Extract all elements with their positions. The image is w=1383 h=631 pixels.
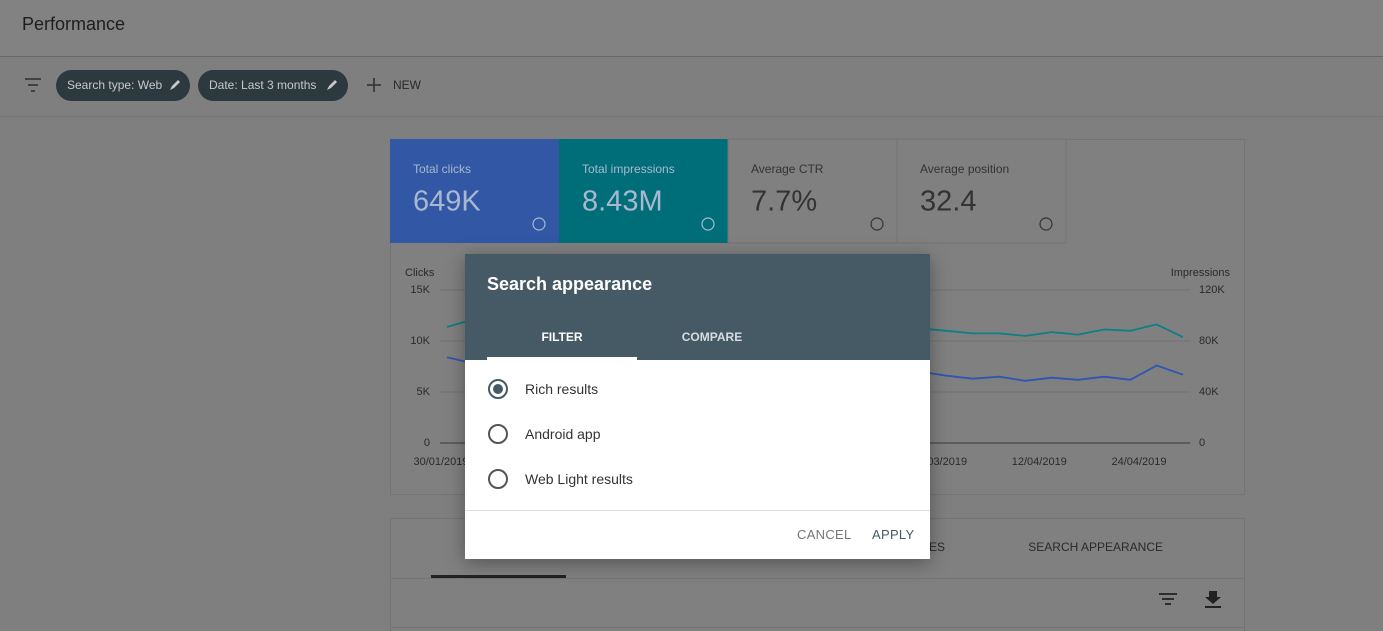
option-label: Android app bbox=[525, 426, 601, 442]
tab-indicator bbox=[431, 575, 566, 578]
y2-tick-label: 80K bbox=[1199, 335, 1219, 347]
help-icon[interactable] bbox=[1039, 217, 1053, 231]
download-icon[interactable] bbox=[1205, 591, 1221, 608]
x-tick-label: 30/01/2019 bbox=[413, 456, 468, 468]
y2-tick-label: 40K bbox=[1199, 386, 1219, 398]
dialog: Search appearance FILTER COMPARE Rich re… bbox=[465, 254, 930, 559]
chip[interactable] bbox=[198, 70, 348, 101]
metric-value: 32.4 bbox=[920, 186, 976, 218]
metric-tile[interactable] bbox=[390, 139, 559, 243]
y-axis-label: Clicks bbox=[405, 267, 435, 279]
metric-tile[interactable] bbox=[559, 139, 728, 243]
metric-label: Total clicks bbox=[413, 162, 471, 176]
metric-value: 649K bbox=[413, 186, 481, 218]
help-icon[interactable] bbox=[701, 217, 715, 231]
help-icon[interactable] bbox=[870, 217, 884, 231]
metric-label: Total impressions bbox=[582, 162, 675, 176]
cancel-button[interactable]: CANCEL bbox=[797, 527, 852, 542]
metric-label: Average position bbox=[920, 162, 1009, 176]
dialog-header: Search appearance FILTER COMPARE bbox=[465, 254, 930, 360]
radio-button[interactable] bbox=[487, 423, 509, 445]
y-tick-label: 10K bbox=[410, 335, 430, 347]
table-tab[interactable]: SEARCH APPEARANCE bbox=[1028, 540, 1163, 554]
y2-tick-label: 0 bbox=[1199, 437, 1205, 449]
radio-button[interactable] bbox=[487, 468, 509, 490]
y2-tick-label: 120K bbox=[1199, 284, 1225, 296]
radio-option[interactable]: Web Light results bbox=[487, 467, 633, 491]
x-tick-label: 24/04/2019 bbox=[1111, 456, 1166, 468]
chip-label: Search type: Web bbox=[67, 78, 162, 92]
apply-button[interactable]: APPLY bbox=[872, 527, 915, 542]
new-filter[interactable]: NEW bbox=[393, 78, 422, 92]
radio-option[interactable]: Rich results bbox=[487, 377, 598, 401]
edit-icon[interactable] bbox=[327, 80, 337, 90]
x-tick-label: 12/04/2019 bbox=[1012, 456, 1067, 468]
metric-tile[interactable] bbox=[896, 138, 1067, 244]
dialog-divider bbox=[465, 510, 930, 511]
metric-value: 7.7% bbox=[751, 186, 817, 218]
add-icon[interactable] bbox=[367, 78, 381, 92]
y2-axis-label: Impressions bbox=[1171, 267, 1231, 279]
metric-label: Average CTR bbox=[751, 162, 824, 176]
metric-tiles: Total clicks 649K Total impressions 8.43M Av… bbox=[390, 138, 1067, 244]
chip-label: Date: Last 3 months bbox=[209, 78, 316, 92]
filter-icon[interactable] bbox=[25, 78, 41, 92]
option-label: Rich results bbox=[525, 381, 599, 397]
dialog-tab[interactable]: FILTER bbox=[541, 330, 583, 344]
tab-indicator bbox=[487, 357, 637, 360]
help-icon[interactable] bbox=[532, 217, 546, 231]
y-tick-label: 15K bbox=[410, 284, 430, 296]
dialog-tab[interactable]: COMPARE bbox=[681, 330, 743, 344]
chip[interactable] bbox=[56, 70, 190, 101]
radio-option[interactable]: Android app bbox=[487, 422, 601, 446]
radio-button[interactable] bbox=[487, 378, 509, 400]
option-label: Web Light results bbox=[525, 471, 633, 487]
page-title: Performance bbox=[22, 14, 125, 34]
edit-icon[interactable] bbox=[170, 80, 180, 90]
y-tick-label: 5K bbox=[417, 386, 431, 398]
metric-tile[interactable] bbox=[727, 138, 898, 244]
table-filter-icon[interactable] bbox=[1159, 593, 1177, 605]
metric-value: 8.43M bbox=[582, 186, 663, 218]
dialog-title: Search appearance bbox=[487, 274, 653, 294]
y-tick-label: 0 bbox=[424, 437, 430, 449]
header-bar bbox=[0, 0, 1383, 56]
